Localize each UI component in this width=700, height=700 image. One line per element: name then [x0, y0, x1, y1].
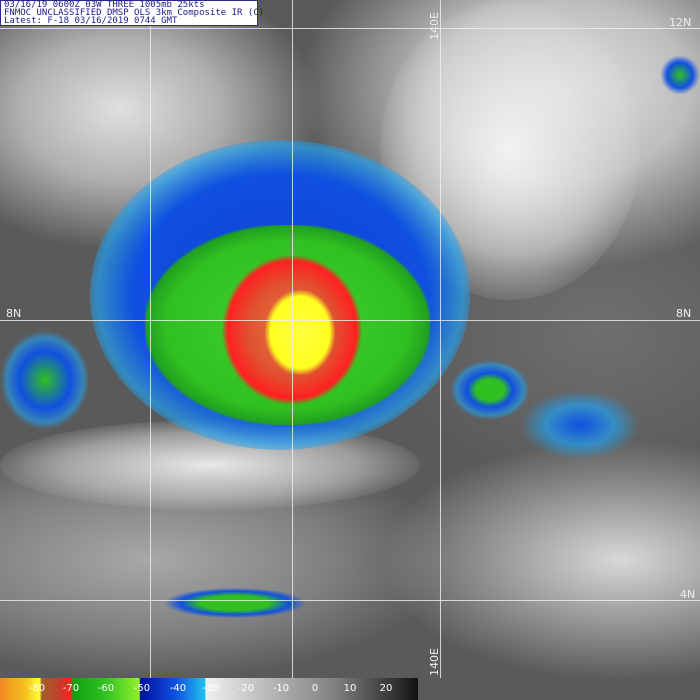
convection-cell — [165, 588, 305, 618]
convection-cell — [0, 330, 90, 430]
image-header: 03/16/19 0600Z 03W THREE 1005mb 25kts FN… — [0, 0, 265, 26]
convection-cell — [660, 55, 700, 95]
label-8n: 8N — [6, 307, 22, 320]
convection-cell — [520, 390, 640, 460]
colorbar-label: -10 — [272, 683, 290, 694]
latitude-line-12n — [0, 28, 700, 29]
colorbar-label: -60 — [97, 683, 115, 694]
colorbar-label: -50 — [133, 683, 151, 694]
header-product-line: FNMOC UNCLASSIFIED DMSP OLS 3km Composit… — [4, 8, 265, 18]
temperature-colorbar: -80 -70 -60 -50 -40 -30 -20 -10 0 10 20 — [0, 678, 418, 700]
label-140e-bottom: 140E — [428, 648, 441, 676]
longitude-line — [292, 0, 293, 678]
colorbar-label: -20 — [237, 683, 255, 694]
colorbar-label: -80 — [28, 683, 46, 694]
colorbar-label: -30 — [202, 683, 220, 694]
convection-cell — [450, 360, 530, 420]
colorbar-label: 0 — [311, 683, 319, 694]
colorbar-label: -40 — [169, 683, 187, 694]
colorbar-label: 10 — [343, 683, 357, 694]
convection-yellow — [265, 290, 335, 375]
header-latest-line: Latest: F-18 03/16/2019 0744 GMT — [4, 16, 178, 26]
latitude-line-8n — [0, 320, 700, 321]
latitude-line-4n — [0, 600, 700, 601]
header-storm-line: 03/16/19 0600Z 03W THREE 1005mb 25kts — [4, 0, 205, 10]
colorbar-label: 20 — [379, 683, 393, 694]
label-12n: 12N — [669, 16, 692, 29]
longitude-line-140e — [440, 0, 441, 678]
colorbar-label: -70 — [62, 683, 80, 694]
longitude-line — [150, 0, 151, 678]
label-8n-right: 8N — [676, 307, 692, 320]
label-4n: 4N — [680, 588, 696, 601]
label-140e-top: 140E — [428, 12, 441, 40]
